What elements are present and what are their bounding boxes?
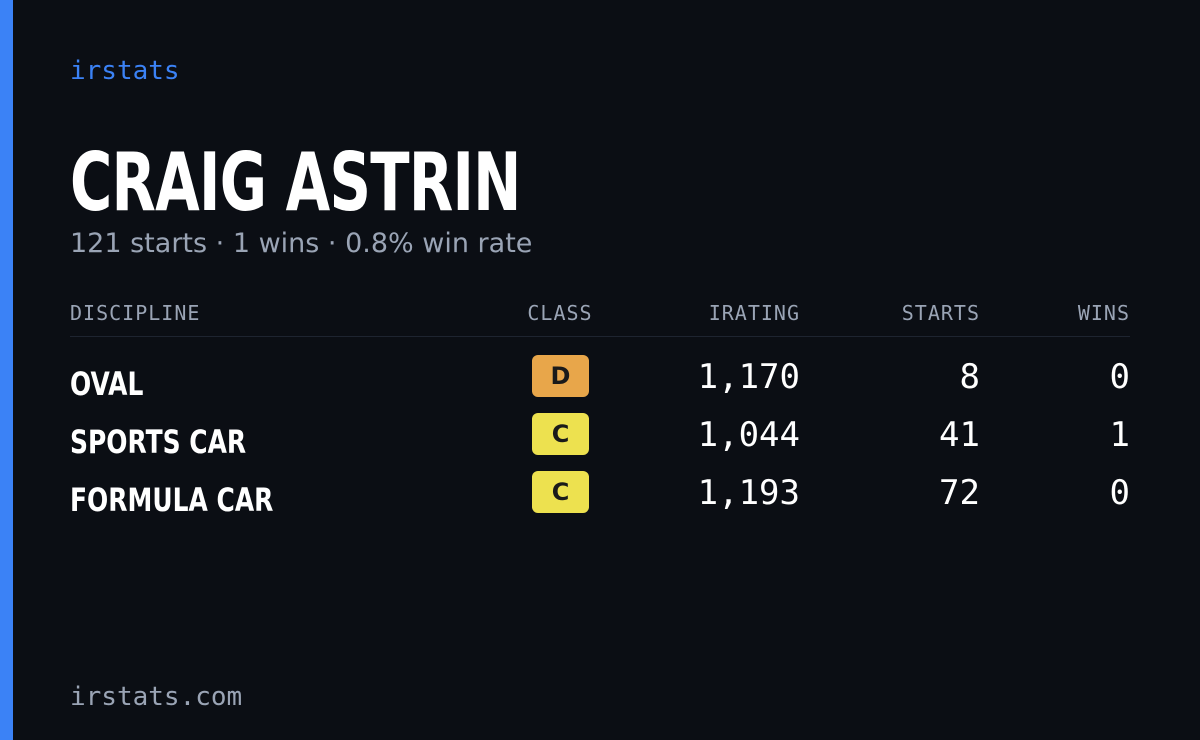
column-header: STARTS bbox=[901, 301, 980, 325]
class-badge: D bbox=[532, 355, 589, 397]
wins: 1 bbox=[1109, 415, 1130, 455]
discipline: SPORTS CAR bbox=[70, 423, 247, 461]
summary: 121 starts · 1 wins · 0.8% win rate bbox=[70, 228, 533, 259]
column-header: WINS bbox=[1077, 301, 1130, 325]
driver-name: CRAIG ASTRIN bbox=[70, 136, 521, 229]
irating: 1,193 bbox=[697, 473, 800, 513]
discipline: OVAL bbox=[70, 365, 144, 403]
starts: 41 bbox=[939, 415, 980, 455]
discipline: FORMULA CAR bbox=[70, 481, 274, 519]
starts: 8 bbox=[959, 357, 980, 397]
class-badge: C bbox=[532, 471, 589, 513]
irating: 1,044 bbox=[697, 415, 800, 455]
column-header: DISCIPLINE bbox=[70, 301, 201, 325]
accent-bar bbox=[0, 0, 13, 740]
column-header: CLASS bbox=[527, 301, 593, 325]
wins: 0 bbox=[1109, 473, 1130, 513]
brand: irstats bbox=[70, 56, 180, 86]
column-header: IRATING bbox=[708, 301, 800, 325]
irating: 1,170 bbox=[697, 357, 800, 397]
footer-site: irstats.com bbox=[70, 682, 243, 712]
header-rule bbox=[70, 336, 1130, 337]
starts: 72 bbox=[939, 473, 980, 513]
wins: 0 bbox=[1109, 357, 1130, 397]
class-badge: C bbox=[532, 413, 589, 455]
